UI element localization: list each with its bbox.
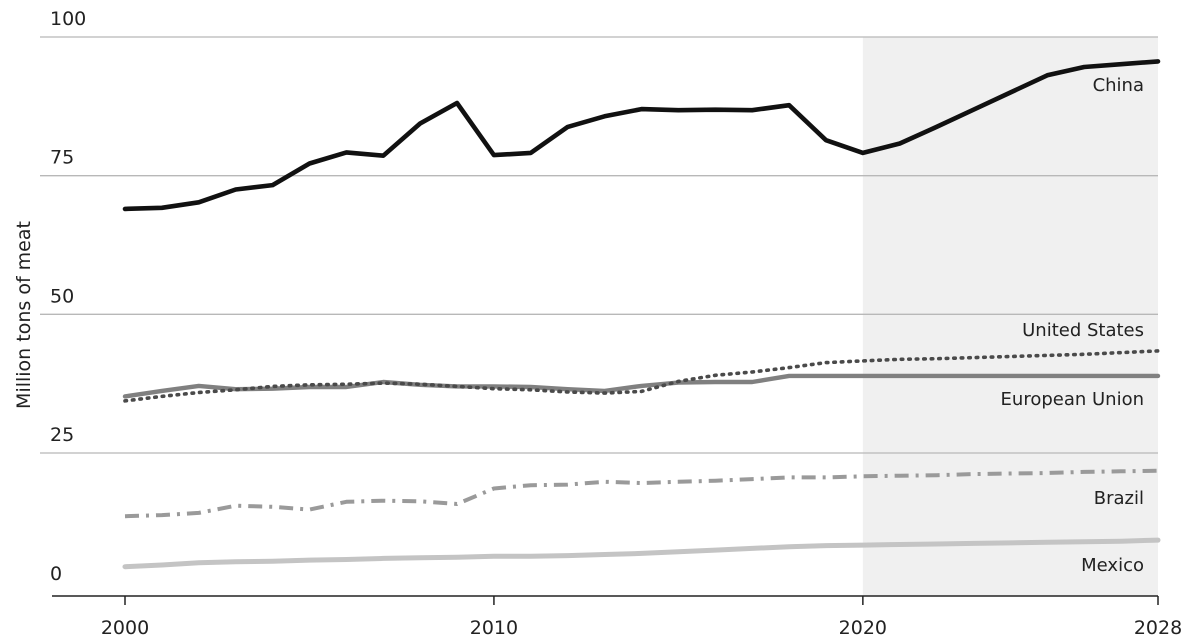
series-label-mexico: Mexico bbox=[1081, 555, 1144, 576]
x-tick-label: 2020 bbox=[839, 617, 887, 639]
series-label-brazil: Brazil bbox=[1094, 488, 1144, 509]
y-axis-label: Million tons of meat bbox=[13, 221, 35, 409]
series-label-united-states: United States bbox=[1022, 320, 1144, 341]
y-tick-label: 50 bbox=[50, 285, 74, 307]
x-tick-label: 2010 bbox=[470, 617, 518, 639]
y-tick-label: 75 bbox=[50, 147, 74, 169]
y-tick-label: 0 bbox=[50, 563, 62, 585]
projection-band bbox=[862, 37, 1158, 596]
series-line-china bbox=[122, 59, 1161, 212]
series-line-mexico bbox=[122, 537, 1161, 570]
series-label-european-union: European Union bbox=[1001, 389, 1144, 410]
x-tick-label: 2000 bbox=[101, 617, 149, 639]
x-tick-label: 2028 bbox=[1134, 617, 1182, 639]
y-tick-label: 100 bbox=[50, 8, 86, 30]
series-line-united-states bbox=[123, 349, 1160, 403]
series-label-china: China bbox=[1093, 75, 1144, 96]
series-line-european-union bbox=[122, 373, 1161, 399]
y-tick-label: 25 bbox=[50, 424, 74, 446]
